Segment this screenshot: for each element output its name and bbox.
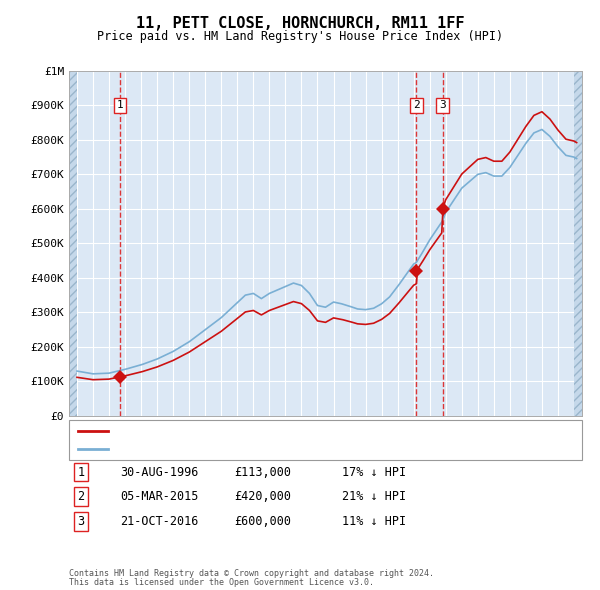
Text: 21-OCT-2016: 21-OCT-2016	[120, 515, 199, 528]
Text: 21% ↓ HPI: 21% ↓ HPI	[342, 490, 406, 503]
Bar	[574, 71, 582, 416]
Bar	[69, 71, 77, 416]
Text: This data is licensed under the Open Government Licence v3.0.: This data is licensed under the Open Gov…	[69, 578, 374, 588]
Text: 11% ↓ HPI: 11% ↓ HPI	[342, 515, 406, 528]
Text: HPI: Average price, detached house, Havering: HPI: Average price, detached house, Have…	[114, 444, 389, 454]
Text: 2: 2	[77, 490, 85, 503]
Text: Price paid vs. HM Land Registry's House Price Index (HPI): Price paid vs. HM Land Registry's House …	[97, 30, 503, 43]
Text: 3: 3	[439, 100, 446, 110]
Text: 1: 1	[116, 100, 123, 110]
Text: Contains HM Land Registry data © Crown copyright and database right 2024.: Contains HM Land Registry data © Crown c…	[69, 569, 434, 578]
Text: £600,000: £600,000	[234, 515, 291, 528]
Text: 05-MAR-2015: 05-MAR-2015	[120, 490, 199, 503]
Text: £420,000: £420,000	[234, 490, 291, 503]
Text: 30-AUG-1996: 30-AUG-1996	[120, 466, 199, 478]
Text: 17% ↓ HPI: 17% ↓ HPI	[342, 466, 406, 478]
Text: 11, PETT CLOSE, HORNCHURCH, RM11 1FF (detached house): 11, PETT CLOSE, HORNCHURCH, RM11 1FF (de…	[114, 427, 445, 437]
Text: 2: 2	[413, 100, 420, 110]
Text: 3: 3	[77, 515, 85, 528]
Text: 1: 1	[77, 466, 85, 478]
Text: 11, PETT CLOSE, HORNCHURCH, RM11 1FF: 11, PETT CLOSE, HORNCHURCH, RM11 1FF	[136, 16, 464, 31]
Text: £113,000: £113,000	[234, 466, 291, 478]
